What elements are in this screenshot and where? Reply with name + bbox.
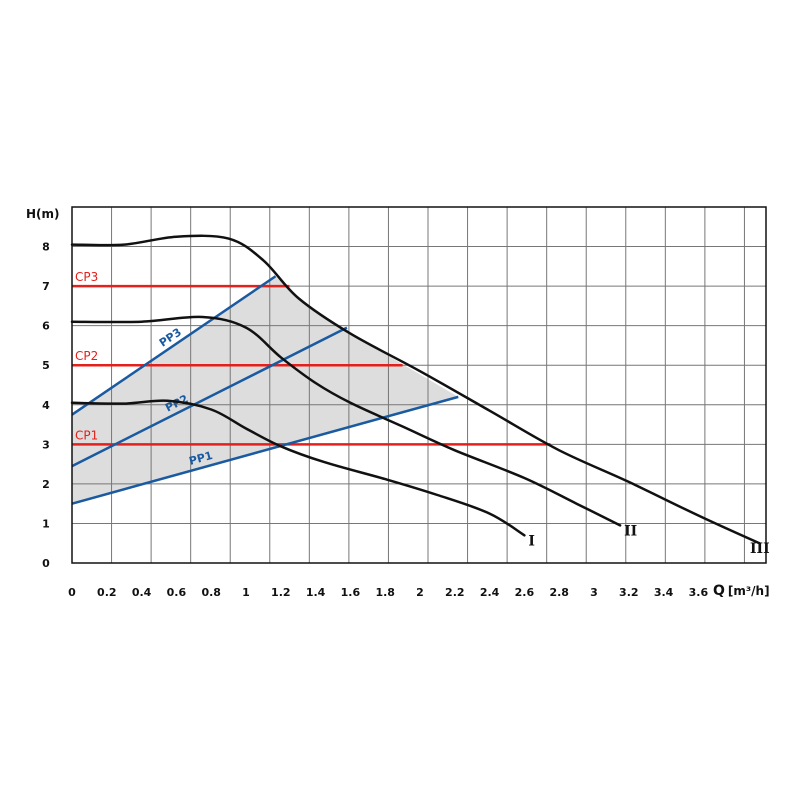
- y-axis-label: H(m): [26, 207, 60, 221]
- plot-frame: [71, 206, 767, 564]
- y-tick-label: 3: [42, 438, 50, 451]
- x-tick-label: 1.8: [375, 586, 395, 599]
- pp-line-pp3: [71, 275, 277, 416]
- speed-label-i: I: [528, 533, 535, 549]
- x-tick-label: 2.6: [515, 586, 535, 599]
- x-tick-labels: 0 0.2 0.4 0.6 0.8 1 1.2 1.4 1.6 1.8 2 2.2 2.4 2.6 2.8 3…: [68, 586, 708, 599]
- x-tick-label: 0.8: [201, 586, 221, 599]
- y-tick-label: 0: [42, 557, 50, 570]
- x-tick-label: 1.4: [306, 586, 326, 599]
- cp-label-cp2: CP2: [75, 349, 98, 363]
- x-tick-label: 2.4: [480, 586, 500, 599]
- speed-curve-ii: [70, 315, 622, 527]
- speed-label-ii: II: [624, 523, 637, 539]
- speed-curve-i: [70, 399, 526, 537]
- cp-label-cp3: CP3: [75, 270, 98, 284]
- x-tick-label: 1.2: [271, 586, 291, 599]
- y-tick-labels: 0 1 2 3 4 5 6 7 8: [42, 241, 50, 570]
- y-tick-label: 8: [42, 241, 50, 254]
- x-tick-label: 0: [68, 586, 76, 599]
- x-axis-label: Q [m³/h]: [713, 583, 770, 599]
- x-tick-label: 3.4: [654, 586, 674, 599]
- y-tick-label: 7: [42, 280, 50, 293]
- x-tick-label: 1: [242, 586, 250, 599]
- x-tick-label: 3: [590, 586, 598, 599]
- y-tick-label: 5: [42, 359, 50, 372]
- y-tick-label: 2: [42, 478, 50, 491]
- y-tick-label: 1: [42, 517, 50, 530]
- x-tick-label: 0.2: [97, 586, 117, 599]
- y-tick-label: 6: [42, 320, 50, 333]
- operating-region: [72, 276, 459, 504]
- speed-label-iii: III: [750, 541, 770, 557]
- x-tick-label: 2: [416, 586, 424, 599]
- x-tick-label: 3.2: [619, 586, 639, 599]
- pp-line-pp1: [71, 395, 459, 505]
- x-axis-unit: [m³/h]: [728, 584, 770, 598]
- x-tick-label: 3.6: [689, 586, 709, 599]
- y-tick-label: 4: [42, 399, 50, 412]
- pp-label-pp1: PP1: [188, 449, 214, 468]
- x-axis-letter: Q: [713, 583, 725, 599]
- x-tick-label: 2.8: [549, 586, 569, 599]
- x-tick-label: 0.6: [167, 586, 187, 599]
- constant-pressure-lines: CP3 CP2 CP1: [72, 270, 551, 446]
- x-tick-label: 2.2: [445, 586, 465, 599]
- pp-line-pp2: [71, 326, 348, 468]
- cp-label-cp1: CP1: [75, 428, 98, 442]
- x-tick-label: 1.6: [341, 586, 361, 599]
- speed-curve-iii: [70, 234, 761, 545]
- x-tick-label: 0.4: [132, 586, 152, 599]
